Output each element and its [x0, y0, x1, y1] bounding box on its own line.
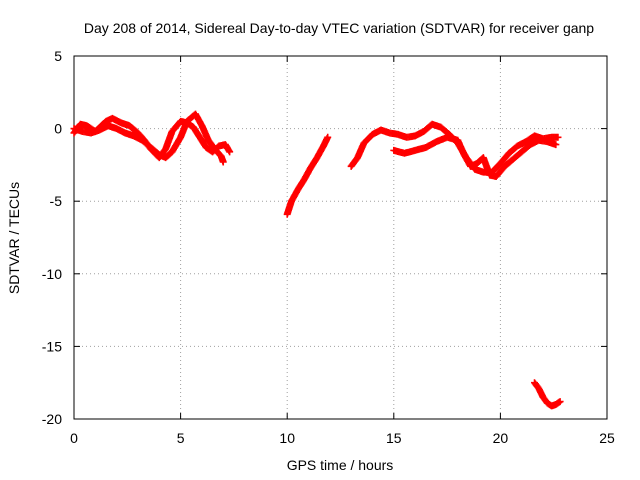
x-tick-label: 10 [279, 430, 295, 446]
axis-ticks [73, 55, 608, 420]
y-tick-label: -5 [50, 193, 63, 209]
data-point [219, 158, 227, 166]
grid-lines [74, 56, 607, 419]
y-tick-labels: 5 0 -5 -10 -15 -20 [42, 48, 62, 427]
plot-frame [73, 55, 608, 420]
data-points [70, 110, 564, 410]
data-point [554, 133, 562, 141]
data-point [556, 398, 564, 406]
chart-title: Day 208 of 2014, Sidereal Day-to-day VTE… [84, 20, 594, 36]
y-tick-label: -10 [42, 266, 62, 282]
series-arc-3b [390, 133, 560, 181]
y-tick-label: 0 [54, 121, 62, 137]
x-tick-label: 5 [177, 430, 185, 446]
data-point [226, 148, 234, 156]
y-tick-label: 5 [54, 48, 62, 64]
series-arc-1a [70, 114, 234, 162]
data-point [552, 141, 560, 149]
y-tick-label: -20 [42, 411, 62, 427]
x-tick-label: 15 [386, 430, 402, 446]
x-tick-label: 25 [599, 430, 615, 446]
series-arc-2 [283, 133, 332, 218]
data-point [324, 133, 332, 141]
y-tick-label: -15 [42, 338, 62, 354]
series-arc-4 [531, 379, 564, 410]
x-tick-label: 20 [493, 430, 509, 446]
x-tick-label: 0 [70, 430, 78, 446]
series-arc-1b [70, 110, 227, 166]
series-arc-3a [347, 120, 562, 176]
y-axis-label: SDTVAR / TECUs [6, 182, 22, 294]
x-tick-labels: 0 5 10 15 20 25 [70, 430, 615, 446]
x-axis-label: GPS time / hours [287, 457, 394, 473]
